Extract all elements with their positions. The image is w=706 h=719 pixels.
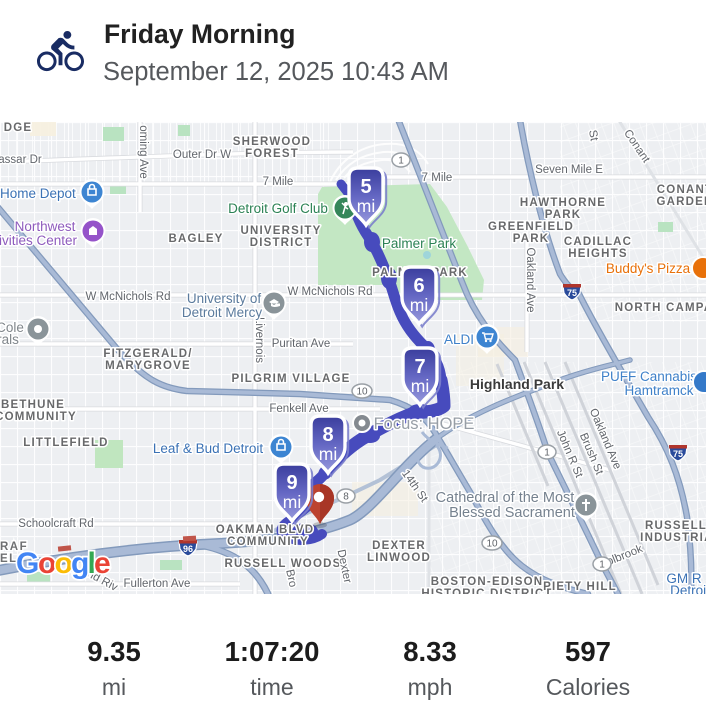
svg-text:Bro: Bro — [283, 568, 298, 588]
svg-text:8: 8 — [322, 424, 333, 446]
svg-text:Palmer Park: Palmer Park — [382, 236, 457, 251]
svg-text:RUSSELL: RUSSELL — [645, 520, 706, 532]
svg-text:COMMUNITY: COMMUNITY — [0, 411, 77, 423]
svg-text:1: 1 — [398, 156, 404, 167]
svg-text:5: 5 — [360, 176, 371, 198]
svg-text:Oakland Ave: Oakland Ave — [524, 247, 536, 312]
svg-text:EL: EL — [0, 553, 18, 565]
svg-text:HAWTHORNE: HAWTHORNE — [520, 197, 606, 209]
svg-text:mi: mi — [411, 376, 429, 396]
svg-text:LINWOOD: LINWOOD — [367, 552, 431, 564]
svg-text:RUSSELL WOODS: RUSSELL WOODS — [225, 558, 342, 570]
svg-text:BOSTON-EDISON: BOSTON-EDISON — [431, 576, 544, 588]
svg-text:DGE: DGE — [4, 122, 33, 134]
svg-text:Buddy's Pizza: Buddy's Pizza — [606, 261, 691, 276]
svg-text:OAKMAN BLVD: OAKMAN BLVD — [216, 524, 315, 536]
svg-text:PILGRIM VILLAGE: PILGRIM VILLAGE — [232, 373, 351, 385]
svg-text:INDUSTRIAL: INDUSTRIAL — [640, 532, 706, 544]
svg-text:1: 1 — [599, 560, 605, 571]
svg-text:GM R: GM R — [666, 571, 701, 586]
svg-text:CONANT: CONANT — [657, 184, 706, 196]
svg-text:RAF: RAF — [0, 541, 28, 553]
svg-text:DISTRICT: DISTRICT — [250, 237, 313, 249]
svg-text:ivities Center: ivities Center — [0, 233, 78, 248]
svg-text:Hamtramck: Hamtramck — [624, 383, 693, 398]
svg-text:NORTH CAMPA: NORTH CAMPA — [615, 302, 706, 314]
svg-text:o: o — [38, 547, 56, 580]
svg-text:e: e — [94, 547, 111, 580]
svg-text:Puritan Ave: Puritan Ave — [272, 338, 331, 350]
svg-text:7 Mile: 7 Mile — [263, 176, 294, 188]
svg-text:rals: rals — [0, 332, 19, 347]
svg-text:BETHUNE: BETHUNE — [1, 399, 65, 411]
svg-text:96: 96 — [183, 544, 193, 554]
svg-text:l: l — [88, 547, 96, 580]
svg-text:Detroit Mercy: Detroit Mercy — [182, 305, 263, 320]
svg-text:BAGLEY: BAGLEY — [168, 233, 223, 245]
svg-text:PIETY HILL: PIETY HILL — [543, 581, 617, 593]
svg-text:DEXTER: DEXTER — [372, 540, 426, 552]
svg-text:UNIVERSITY: UNIVERSITY — [240, 225, 321, 237]
svg-text:Fullerton Ave: Fullerton Ave — [124, 578, 191, 590]
svg-text:Focus: HOPE: Focus: HOPE — [374, 415, 475, 433]
svg-text:mi: mi — [357, 196, 375, 216]
svg-text:SHERWOOD: SHERWOOD — [233, 136, 311, 148]
svg-text:ALDI: ALDI — [444, 332, 474, 347]
svg-text:Cole: Cole — [0, 320, 24, 335]
svg-text:Highland Park: Highland Park — [470, 376, 564, 392]
svg-text:Cathedral of the Most: Cathedral of the Most — [436, 490, 575, 506]
svg-text:75: 75 — [567, 288, 577, 298]
svg-text:FITZGERALD/: FITZGERALD/ — [103, 348, 192, 360]
svg-text:LITTLEFIELD: LITTLEFIELD — [23, 437, 108, 449]
svg-text:COMMUNITY: COMMUNITY — [227, 536, 309, 548]
svg-text:Detroit Golf Club: Detroit Golf Club — [228, 201, 328, 216]
svg-text:HEIGHTS: HEIGHTS — [568, 248, 628, 260]
svg-text:Leaf & Bud Detroit: Leaf & Bud Detroit — [153, 441, 264, 456]
svg-text:W McNichols Rd: W McNichols Rd — [86, 291, 171, 303]
svg-text:7 Mile: 7 Mile — [422, 172, 453, 184]
svg-text:W McNichols Rd: W McNichols Rd — [288, 286, 373, 298]
svg-text:75: 75 — [673, 449, 683, 459]
svg-text:GREENFIELD: GREENFIELD — [488, 221, 574, 233]
svg-text:PARK: PARK — [545, 209, 582, 221]
svg-text:9: 9 — [286, 472, 297, 494]
svg-text:MARYGROVE: MARYGROVE — [105, 360, 191, 372]
svg-text:CADILLAC: CADILLAC — [564, 236, 632, 248]
svg-text:Detroit: Detroit — [670, 583, 706, 594]
svg-text:FOREST: FOREST — [245, 148, 299, 160]
svg-text:mi: mi — [410, 295, 428, 315]
svg-text:PUFF Cannabis: PUFF Cannabis — [601, 369, 697, 384]
svg-text:University of: University of — [187, 291, 262, 306]
svg-text:o: o — [55, 547, 73, 580]
svg-text:8: 8 — [343, 492, 349, 503]
svg-text:mi: mi — [319, 444, 337, 464]
svg-text:oming Ave: oming Ave — [137, 125, 149, 179]
svg-text:Blessed Sacrament: Blessed Sacrament — [449, 505, 575, 521]
svg-text:Fenkell Ave: Fenkell Ave — [269, 403, 328, 415]
svg-text:1: 1 — [544, 448, 550, 459]
svg-text:Outer Dr W: Outer Dr W — [173, 149, 231, 161]
svg-text:Livernois: Livernois — [253, 317, 265, 363]
svg-text:St: St — [586, 129, 600, 143]
svg-text:Schoolcraft Rd: Schoolcraft Rd — [18, 518, 93, 530]
svg-text:mi: mi — [283, 492, 301, 512]
svg-text:G: G — [16, 547, 39, 580]
svg-text:6: 6 — [413, 275, 424, 297]
svg-text:Home Depot: Home Depot — [0, 186, 76, 201]
svg-text:g: g — [71, 547, 89, 580]
svg-text:10: 10 — [486, 539, 498, 550]
svg-text:7: 7 — [414, 356, 425, 378]
svg-text:Northwest: Northwest — [15, 219, 76, 234]
svg-text:assar Dr: assar Dr — [0, 154, 42, 166]
svg-text:PARK: PARK — [513, 233, 550, 245]
svg-text:10: 10 — [356, 387, 368, 398]
svg-text:Seven Mile E: Seven Mile E — [535, 164, 603, 176]
